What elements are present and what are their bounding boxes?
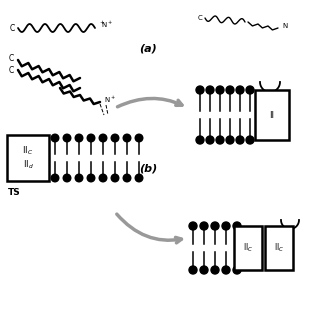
Text: II$_C$: II$_C$ xyxy=(274,242,284,254)
Circle shape xyxy=(226,86,234,94)
Text: +: + xyxy=(99,20,104,25)
Text: II: II xyxy=(269,110,275,119)
Circle shape xyxy=(216,136,224,144)
Circle shape xyxy=(87,174,95,182)
Circle shape xyxy=(51,134,59,142)
Text: N: N xyxy=(282,23,287,29)
Circle shape xyxy=(99,134,107,142)
Bar xyxy=(255,90,289,140)
Circle shape xyxy=(226,136,234,144)
Circle shape xyxy=(63,134,71,142)
Circle shape xyxy=(233,222,241,230)
Text: (b): (b) xyxy=(139,163,157,173)
Circle shape xyxy=(111,174,119,182)
Bar xyxy=(234,226,262,270)
Circle shape xyxy=(111,134,119,142)
Circle shape xyxy=(196,136,204,144)
Circle shape xyxy=(236,136,244,144)
Circle shape xyxy=(200,266,208,274)
Circle shape xyxy=(75,174,83,182)
Circle shape xyxy=(63,174,71,182)
Circle shape xyxy=(135,134,143,142)
Circle shape xyxy=(51,174,59,182)
Circle shape xyxy=(211,266,219,274)
Circle shape xyxy=(211,222,219,230)
Circle shape xyxy=(75,134,83,142)
FancyArrowPatch shape xyxy=(117,99,182,107)
Text: II$_C$: II$_C$ xyxy=(22,145,34,157)
Text: C: C xyxy=(9,23,15,33)
Circle shape xyxy=(222,222,230,230)
Circle shape xyxy=(200,222,208,230)
Circle shape xyxy=(233,266,241,274)
Circle shape xyxy=(196,86,204,94)
Bar xyxy=(265,226,293,270)
Bar xyxy=(7,135,49,181)
Text: C: C xyxy=(8,53,14,62)
Text: N$^+$: N$^+$ xyxy=(101,20,113,30)
Circle shape xyxy=(216,86,224,94)
Text: N$^+$: N$^+$ xyxy=(104,95,116,105)
FancyArrowPatch shape xyxy=(117,214,181,243)
Circle shape xyxy=(99,174,107,182)
Circle shape xyxy=(246,136,254,144)
Circle shape xyxy=(135,174,143,182)
Text: C: C xyxy=(8,66,14,75)
Circle shape xyxy=(206,86,214,94)
Text: C: C xyxy=(198,15,202,21)
Text: (a): (a) xyxy=(139,43,157,53)
Circle shape xyxy=(222,266,230,274)
Circle shape xyxy=(189,222,197,230)
Circle shape xyxy=(123,174,131,182)
Text: II$_d$: II$_d$ xyxy=(23,159,33,171)
Text: TS: TS xyxy=(8,188,21,197)
Circle shape xyxy=(236,86,244,94)
Circle shape xyxy=(246,86,254,94)
Circle shape xyxy=(189,266,197,274)
Text: II$_C$: II$_C$ xyxy=(243,242,253,254)
Circle shape xyxy=(206,136,214,144)
Circle shape xyxy=(123,134,131,142)
Circle shape xyxy=(87,134,95,142)
